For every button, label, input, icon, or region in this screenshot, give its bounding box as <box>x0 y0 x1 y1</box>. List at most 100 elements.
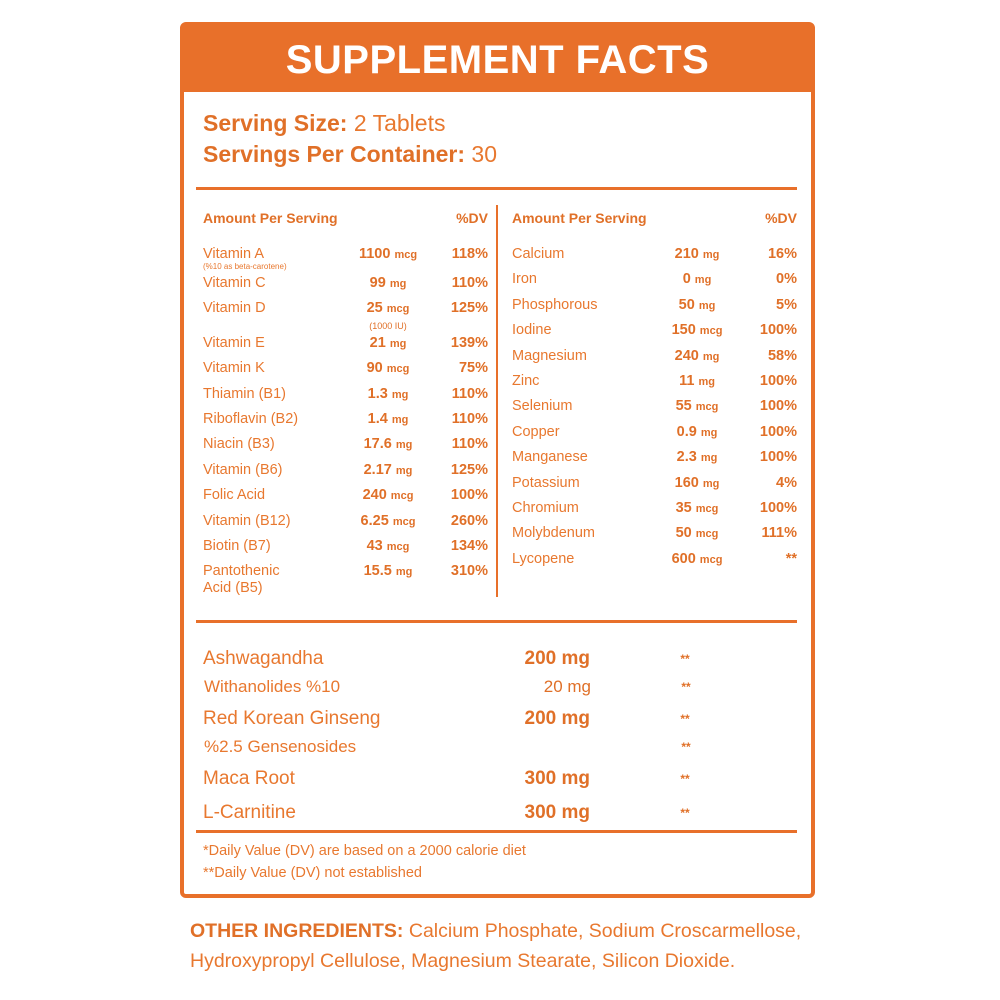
amount-unit: mcg <box>386 363 410 376</box>
nutrient-name: Vitamin K <box>203 360 265 377</box>
nutrient-name: Phosphorous <box>512 296 598 313</box>
amount-cell: 90 mcg <box>333 356 443 381</box>
serving-size: Serving Size: 2 Tablets <box>203 108 497 139</box>
amount-cell: 17.6 mg <box>333 432 443 457</box>
amount-unit: mg <box>395 464 413 477</box>
daily-value: 110% <box>451 436 488 453</box>
amount-unit: mcg <box>394 249 418 261</box>
nutrient-name-cell: Magnesium <box>512 344 642 365</box>
amount-cell: 0.9 mg <box>642 420 752 445</box>
amount-unit: mcg <box>699 325 723 338</box>
nutrient-row: Copper 0.9 mg 100% <box>512 420 797 445</box>
amount-unit: mg <box>395 566 413 579</box>
footnotes: *Daily Value (DV) are based on a 2000 ca… <box>203 840 526 884</box>
herb-amount: 200 mg <box>524 648 590 669</box>
herb-name: L-Carnitine <box>203 802 296 823</box>
amount: 1.4 mg <box>333 407 443 432</box>
value: 30 <box>471 141 498 167</box>
amount-value: 25 <box>366 300 383 317</box>
nutrient-name-cell: Selenium <box>512 394 642 415</box>
divider <box>196 620 797 623</box>
nutrient-row: Phosphorous 50 mg 5% <box>512 293 797 318</box>
amount-cell: 160 mg <box>642 471 752 496</box>
amount-value: 0.9 <box>676 423 697 440</box>
amount: 50 mcg <box>642 521 752 546</box>
herb-sub-name: Withanolides %10 <box>204 677 341 696</box>
amount-unit: mcg <box>390 490 414 503</box>
nutrient-row: Folic Acid 240 mcg 100% <box>203 483 488 508</box>
right-column: Amount Per Serving %DV Calcium 210 mg 16% Iro… <box>512 210 797 572</box>
amount-cell: 55 mcg <box>642 394 752 419</box>
amount-unit: mg <box>700 452 718 465</box>
amount-unit: mcg <box>699 553 723 566</box>
nutrient-name: Potassium <box>512 474 580 491</box>
amount-cell: 15.5 mg <box>333 559 443 584</box>
nutrient-name: Vitamin (B12) <box>203 512 291 529</box>
herbal-list: Ashwagandha 200 mg ** Withanolides %10 20 mg… <box>203 640 803 828</box>
amount-cell: 2.17 mg <box>333 458 443 483</box>
header-label: Amount Per Serving <box>512 210 647 226</box>
nutrient-row: Iodine 150 mcg 100% <box>512 318 797 343</box>
nutrient-name-cell: Molybdenum <box>512 521 642 542</box>
amount-cell: 99 mg <box>333 271 443 296</box>
daily-value: 0% <box>776 271 797 288</box>
amount-unit: mg <box>698 299 716 312</box>
amount: 43 mcg <box>333 534 443 559</box>
amount: 17.6 mg <box>333 432 443 457</box>
nutrient-row: Vitamin E 21 mg 139% <box>203 331 488 356</box>
nutrient-name-cell: Vitamin E <box>203 331 333 352</box>
amount: 11 mg <box>642 369 752 394</box>
nutrient-row: Zinc 11 mg 100% <box>512 369 797 394</box>
herb-name: Red Korean Ginseng <box>203 708 381 729</box>
amount: 1.3 mg <box>333 382 443 407</box>
nutrient-row: Niacin (B3) 17.6 mg 110% <box>203 432 488 457</box>
nutrient-name-cell: Biotin (B7) <box>203 534 333 555</box>
herb-dv: ** <box>680 772 690 786</box>
nutrient-row: Selenium 55 mcg 100% <box>512 394 797 419</box>
amount: 25 mcg <box>333 296 443 321</box>
amount-cell: 6.25 mcg <box>333 509 443 534</box>
amount-unit: mg <box>389 278 407 290</box>
amount-value: 2.17 <box>363 461 392 478</box>
herb-dv: ** <box>680 712 690 726</box>
herb-dv: ** <box>680 652 690 666</box>
daily-value: 125% <box>450 461 488 478</box>
herb-row: L-Carnitine 300 mg ** <box>203 798 803 828</box>
header-label: Amount Per Serving <box>203 210 338 226</box>
daily-value: 139% <box>450 334 488 351</box>
amount-value: 240 <box>674 347 699 364</box>
daily-value: 118% <box>451 246 488 262</box>
amount-value: 600 <box>671 550 696 567</box>
amount-value: 35 <box>675 500 692 517</box>
amount: 15.5 mg <box>333 559 443 584</box>
amount-value: 0 <box>682 271 691 288</box>
amount: 0.9 mg <box>642 420 752 445</box>
amount-value: 43 <box>366 538 383 555</box>
nutrient-name-cell: Vitamin K <box>203 356 333 377</box>
amount-value: 50 <box>678 296 695 313</box>
nutrient-name: Molybdenum <box>512 525 596 542</box>
herb-row: Ashwagandha 200 mg ** <box>203 644 803 674</box>
daily-value: 310% <box>450 563 488 580</box>
nutrient-row: Vitamin (B12) 6.25 mcg 260% <box>203 509 488 534</box>
amount-unit: mg <box>702 477 720 490</box>
amount-cell: 25 mcg (1000 IU) <box>333 296 443 330</box>
daily-value: 260% <box>450 512 488 529</box>
nutrient-row: Vitamin D 25 mcg (1000 IU) 125% <box>203 296 488 330</box>
nutrient-name-cell: Vitamin (B6) <box>203 458 333 479</box>
amount: 50 mg <box>642 293 752 318</box>
left-column: Amount Per Serving %DV Vitamin A (%10 as be… <box>203 210 488 597</box>
amount-unit: mg <box>694 274 712 287</box>
herb-sub-name: %2.5 Gensenosides <box>204 737 357 756</box>
amount-unit: mcg <box>392 515 416 528</box>
nutrient-name: Biotin (B7) <box>203 538 271 555</box>
amount-cell: 210 mg <box>642 242 752 267</box>
nutrient-name-cell: Niacin (B3) <box>203 432 333 453</box>
amount-unit: mcg <box>386 303 410 316</box>
label: Serving Size: <box>203 110 348 136</box>
nutrient-row: Vitamin (B6) 2.17 mg 125% <box>203 458 488 483</box>
nutrient-name: Pantothenic Acid (B5) <box>203 563 280 597</box>
herb-amount: 300 mg <box>524 802 590 823</box>
nutrient-name: Riboflavin (B2) <box>203 411 299 428</box>
amount-value: 21 <box>369 334 386 351</box>
